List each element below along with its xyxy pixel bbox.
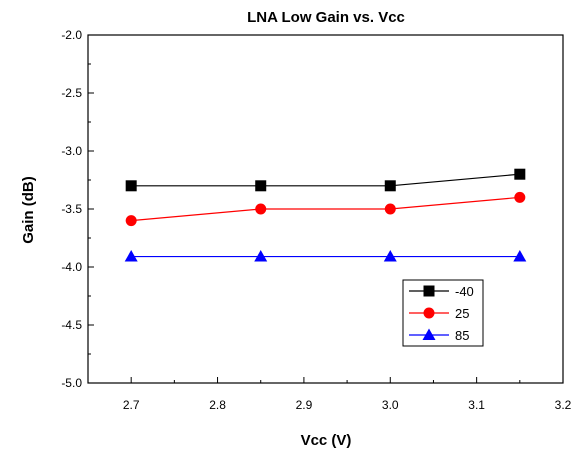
x-tick-label: 3.0 xyxy=(382,398,399,412)
x-tick-label: 3.1 xyxy=(468,398,485,412)
legend-label: 85 xyxy=(455,328,469,343)
x-tick-label: 2.7 xyxy=(123,398,140,412)
data-point--40 xyxy=(125,180,137,192)
y-tick-label: -5.0 xyxy=(61,376,82,390)
legend-marker xyxy=(423,285,435,297)
x-tick-label: 2.8 xyxy=(209,398,226,412)
legend-marker xyxy=(423,307,435,319)
series-line--40 xyxy=(131,173,520,187)
data-point-25 xyxy=(255,203,267,215)
y-tick-label: -2.0 xyxy=(61,28,82,42)
x-tick-label: 3.2 xyxy=(555,398,572,412)
data-point--40 xyxy=(514,168,526,180)
series-line-25 xyxy=(131,196,520,222)
y-axis-label: Gain (dB) xyxy=(20,176,37,244)
y-tick-label: -3.0 xyxy=(61,144,82,158)
x-axis-label: Vcc (V) xyxy=(301,432,352,449)
data-point-25 xyxy=(514,191,526,203)
plot-area: -2.0 -2.5 -3.0 -3.5 -4.0 -4.5 -5.0 2.7 2.8 2.9 3.0… xyxy=(61,28,571,412)
data-point--40 xyxy=(384,180,396,192)
data-point-25 xyxy=(384,203,396,215)
data-point-85 xyxy=(254,250,268,262)
legend-marker xyxy=(422,328,436,340)
data-point-25 xyxy=(125,215,137,227)
data-point-85 xyxy=(383,250,397,262)
x-tick-label: 2.9 xyxy=(296,398,313,412)
y-tick-label: -3.5 xyxy=(61,202,82,216)
y-tick-label: -4.5 xyxy=(61,318,82,332)
data-point-85 xyxy=(124,250,138,262)
data-point--40 xyxy=(255,180,267,192)
legend-label: -40 xyxy=(455,284,474,299)
chart-title: LNA Low Gain vs. Vcc xyxy=(247,9,405,26)
y-tick-label: -4.0 xyxy=(61,260,82,274)
y-tick-label: -2.5 xyxy=(61,86,82,100)
legend-label: 25 xyxy=(455,306,469,321)
data-point-85 xyxy=(513,250,527,262)
